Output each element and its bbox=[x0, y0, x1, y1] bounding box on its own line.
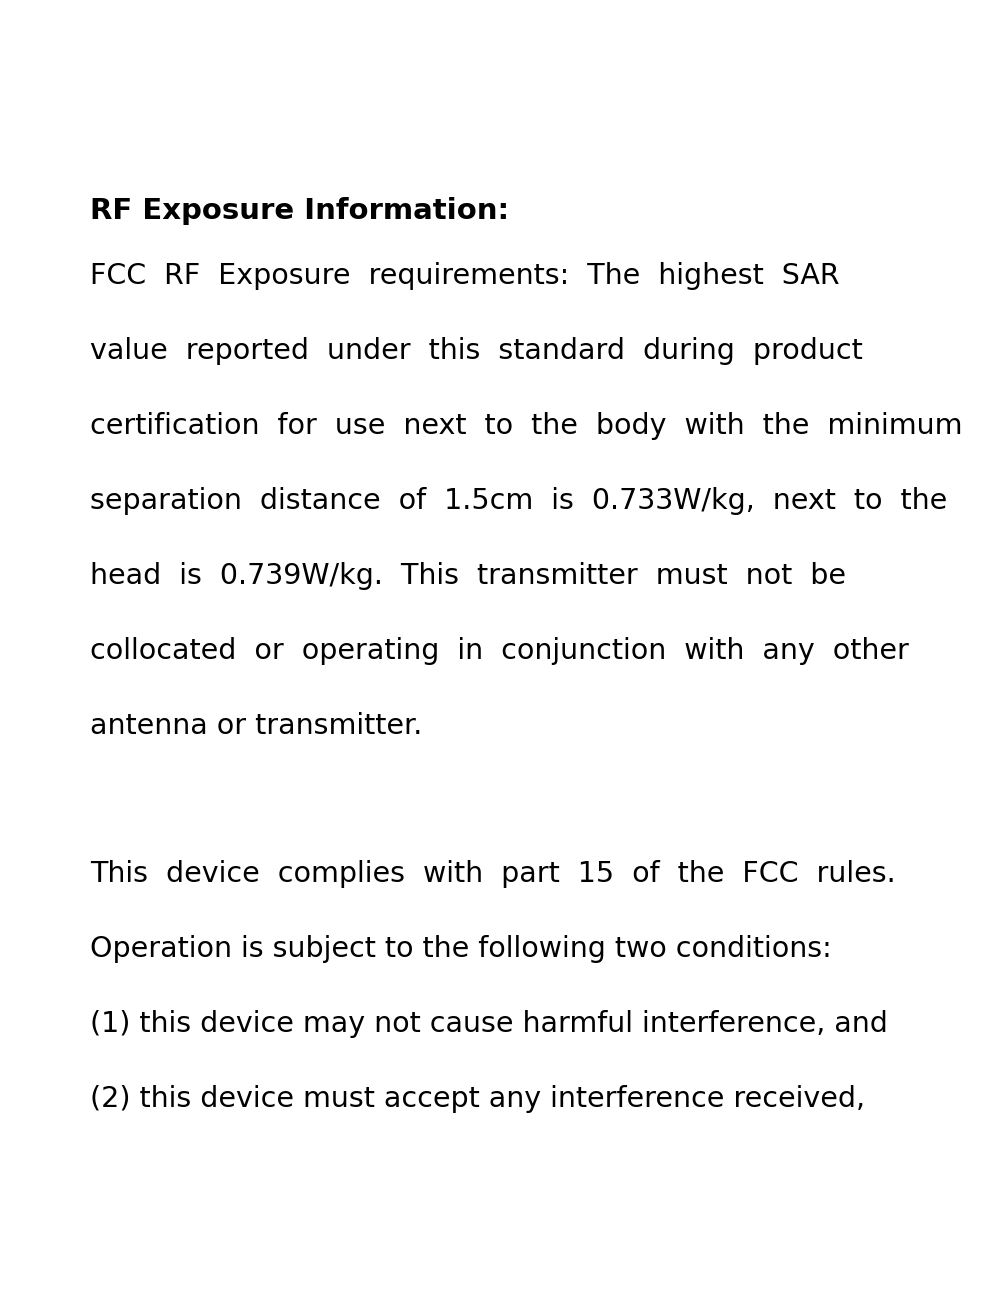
Text: RF Exposure Information:: RF Exposure Information: bbox=[90, 196, 510, 225]
Text: value  reported  under  this  standard  during  product: value reported under this standard durin… bbox=[90, 337, 863, 366]
Text: separation  distance  of  1.5cm  is  0.733W/kg,  next  to  the: separation distance of 1.5cm is 0.733W/k… bbox=[90, 487, 948, 515]
Text: certification  for  use  next  to  the  body  with  the  minimum: certification for use next to the body w… bbox=[90, 412, 963, 440]
Text: Operation is subject to the following two conditions:: Operation is subject to the following tw… bbox=[90, 935, 832, 963]
Text: collocated  or  operating  in  conjunction  with  any  other: collocated or operating in conjunction w… bbox=[90, 637, 909, 665]
Text: This  device  complies  with  part  15  of  the  FCC  rules.: This device complies with part 15 of the… bbox=[90, 860, 896, 889]
Text: (1) this device may not cause harmful interference, and: (1) this device may not cause harmful in… bbox=[90, 1010, 888, 1038]
Text: head  is  0.739W/kg.  This  transmitter  must  not  be: head is 0.739W/kg. This transmitter must… bbox=[90, 562, 846, 589]
Text: FCC  RF  Exposure  requirements:  The  highest  SAR: FCC RF Exposure requirements: The highes… bbox=[90, 262, 840, 290]
Text: antenna or transmitter.: antenna or transmitter. bbox=[90, 712, 422, 740]
Text: (2) this device must accept any interference received,: (2) this device must accept any interfer… bbox=[90, 1085, 865, 1112]
